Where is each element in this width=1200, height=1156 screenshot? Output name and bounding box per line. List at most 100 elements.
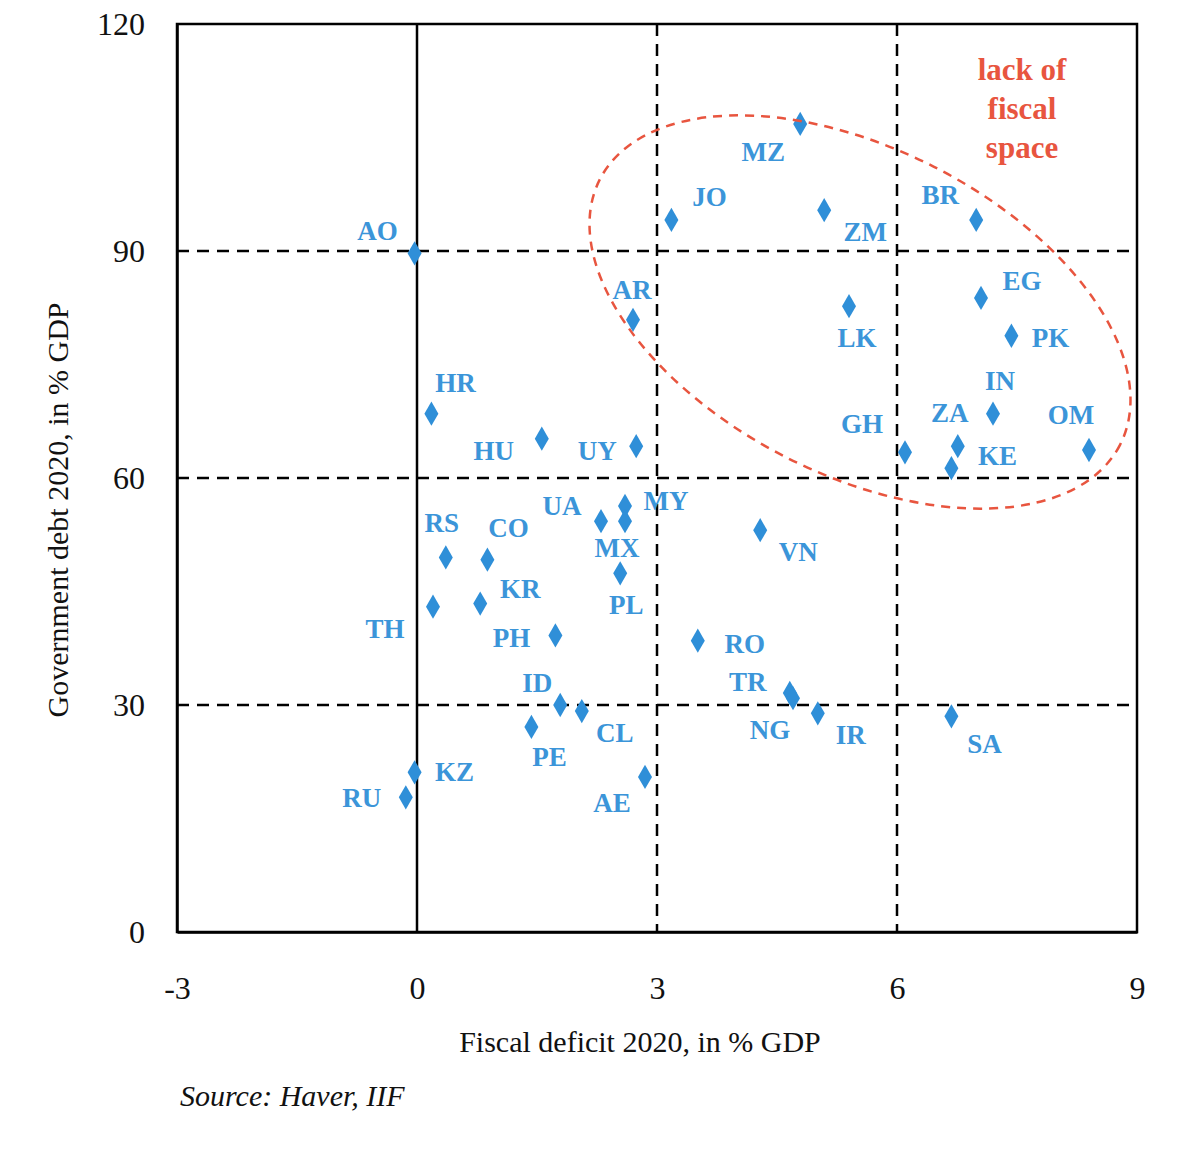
axis-line [176,25,179,933]
point-label: HR [435,368,476,398]
tick-label: 3 [650,970,666,1006]
point-label: IN [985,366,1016,396]
point-label: ZA [931,398,969,428]
point-label: SA [967,729,1002,759]
point [753,518,767,542]
point [664,208,678,232]
point [1004,324,1018,348]
point-label: PK [1032,323,1070,353]
tick: 120 [97,6,177,42]
point [691,629,705,653]
point [480,548,494,572]
point-label: AR [613,275,652,305]
point-label: ID [522,668,552,698]
point-label: BR [921,180,959,210]
point [842,294,856,318]
point [786,686,800,710]
point-label: RO [725,629,766,659]
point-label: NG [750,715,791,745]
point [473,591,487,615]
point-label: MY [644,486,689,516]
point-label: IR [836,720,867,750]
point-label: PL [609,590,644,620]
annotation: lack of fiscal space [526,34,1194,590]
point [817,198,831,222]
point [524,715,538,739]
plot: -303690306090120AOMZJOZMBRAREGLKPKHRHUUY… [97,6,1146,1006]
annotation-ellipse [526,34,1194,590]
point [951,434,965,458]
tick: 30 [113,687,177,723]
point-labels: AOMZJOZMBRAREGLKPKHRHUUYGHINZAKEOMMYUAMX… [342,137,1094,818]
point [793,112,807,136]
point-label: RS [425,508,460,538]
point-label: GH [841,409,883,439]
point [638,765,652,789]
tick: 0 [129,914,177,950]
point [399,785,413,809]
point [613,561,627,585]
point [426,594,440,618]
point [1082,438,1096,462]
point [898,440,912,464]
point-label: RU [342,783,381,813]
point-label: LK [837,323,876,353]
tick: 6 [890,932,906,1006]
point [986,402,1000,426]
point [594,509,608,533]
point-label: HU [474,436,515,466]
point-label: UY [578,436,617,466]
point [535,427,549,451]
background [0,0,1200,1156]
point-label: KZ [435,757,474,787]
grid-line-y [177,704,1137,707]
point-label: AE [593,788,631,818]
point-label: AO [357,216,398,246]
point-label: VN [779,537,818,567]
point-label: ZM [843,217,887,247]
tick-label: 6 [890,970,906,1006]
tick: 3 [650,932,666,1006]
point-label: TH [365,614,404,644]
point-label: TR [729,667,767,697]
point-label: UA [543,491,582,521]
plot-frame [177,24,1137,932]
annotation-text: lack of [978,52,1067,87]
point-label: KR [500,574,541,604]
x-axis: -30369 [164,932,1145,1006]
point-label: KE [978,441,1017,471]
point-label: CO [488,513,529,543]
point [969,208,983,232]
point [626,308,640,332]
point [944,704,958,728]
y-axis: 0 30 60 90 120 [97,6,178,950]
y-axis-title: Government debt 2020, in % GDP [41,303,74,718]
point-label: PH [493,623,531,653]
point [575,699,589,723]
point [424,402,438,426]
axis-line [178,931,1138,934]
annotation-text: space [986,130,1058,165]
grid-line-y [177,250,1137,253]
tick: 60 [113,460,177,496]
x-axis-title: Fiscal deficit 2020, in % GDP [459,1025,821,1058]
point-label: PE [532,742,567,772]
point [944,456,958,480]
grid [177,24,1137,932]
tick-label: 30 [113,687,145,723]
tick-label: 0 [129,914,145,950]
tick-label: -3 [164,970,191,1006]
point-label: CL [596,718,634,748]
point [548,623,562,647]
point-label: OM [1048,400,1095,430]
point-label: MX [595,533,640,563]
point [618,509,632,533]
point-label: MZ [741,137,785,167]
tick-label: 0 [410,970,426,1006]
annotation-text: fiscal [988,91,1057,126]
point [811,701,825,725]
point [974,286,988,310]
points [399,112,1096,810]
tick: 90 [113,233,177,269]
tick-label: 90 [113,233,145,269]
